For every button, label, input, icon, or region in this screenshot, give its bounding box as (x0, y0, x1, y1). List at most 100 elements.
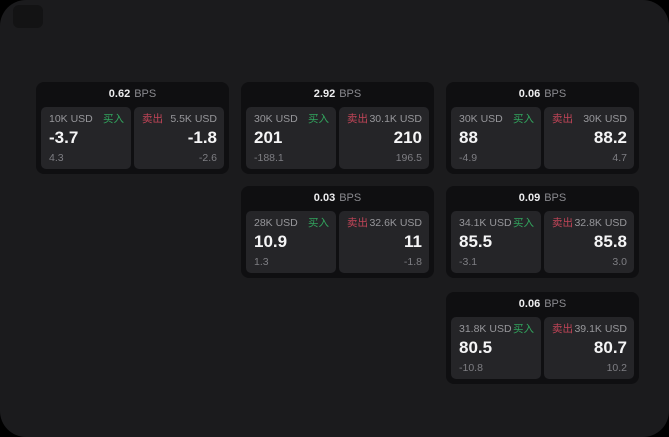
sell-delta: -1.8 (403, 256, 422, 268)
sell-panel-top: 卖出 39.1K USD (552, 323, 627, 336)
sell-panel-top: 卖出 32.6K USD (347, 217, 422, 230)
buy-panel-top: 30K USD 买入 (254, 113, 329, 126)
sell-delta: 196.5 (395, 152, 422, 164)
buy-notional: 30K USD (254, 113, 298, 125)
card-header: 0.03 BPS (241, 186, 434, 211)
sell-notional: 32.6K USD (369, 217, 422, 229)
quote-panels: 34.1K USD 买入 85.5 -3.1 卖出 32.8K USD 85.8… (446, 211, 639, 273)
buy-price: 10.9 (254, 232, 288, 251)
buy-side-label: 买入 (308, 113, 329, 125)
sell-panel-top: 卖出 32.8K USD (552, 217, 627, 230)
buy-delta: 1.3 (254, 256, 269, 268)
sell-panel-top: 卖出 30K USD (552, 113, 627, 126)
corner-button[interactable] (13, 5, 43, 28)
spread-bps-value: 0.62 (108, 88, 131, 100)
buy-notional: 34.1K USD (459, 217, 512, 229)
sell-side-label: 卖出 (552, 113, 573, 125)
quote-panels: 28K USD 买入 10.9 1.3 卖出 32.6K USD 11 -1.8 (241, 211, 434, 273)
buy-notional: 31.8K USD (459, 323, 512, 335)
sell-quote-panel[interactable]: 卖出 32.6K USD 11 -1.8 (339, 211, 429, 273)
buy-price: 201 (254, 128, 283, 147)
buy-quote-panel[interactable]: 34.1K USD 买入 85.5 -3.1 (451, 211, 541, 273)
spread-bps-unit: BPS (339, 192, 362, 204)
buy-side-label: 买入 (513, 217, 534, 229)
quote-card: 0.62 BPS 10K USD 买入 -3.7 4.3 卖出 5.5K USD… (36, 82, 229, 174)
buy-quote-panel[interactable]: 31.8K USD 买入 80.5 -10.8 (451, 317, 541, 379)
buy-side-label: 买入 (513, 323, 534, 335)
sell-notional: 30K USD (583, 113, 627, 125)
sell-quote-panel[interactable]: 卖出 5.5K USD -1.8 -2.6 (134, 107, 224, 169)
sell-price: 210 (393, 128, 422, 147)
buy-price: 85.5 (459, 232, 493, 251)
card-header: 2.92 BPS (241, 82, 434, 107)
quote-panels: 10K USD 买入 -3.7 4.3 卖出 5.5K USD -1.8 -2.… (36, 107, 229, 169)
buy-price: 80.5 (459, 338, 493, 357)
buy-quote-panel[interactable]: 10K USD 买入 -3.7 4.3 (41, 107, 131, 169)
sell-delta: -2.6 (198, 152, 217, 164)
sell-quote-panel[interactable]: 卖出 39.1K USD 80.7 10.2 (544, 317, 634, 379)
buy-panel-top: 28K USD 买入 (254, 217, 329, 230)
quote-card: 0.03 BPS 28K USD 买入 10.9 1.3 卖出 32.6K US… (241, 186, 434, 278)
sell-quote-panel[interactable]: 卖出 30.1K USD 210 196.5 (339, 107, 429, 169)
card-header: 0.09 BPS (446, 186, 639, 211)
buy-quote-panel[interactable]: 30K USD 买入 201 -188.1 (246, 107, 336, 169)
buy-delta: 4.3 (49, 152, 64, 164)
spread-bps-unit: BPS (339, 88, 362, 100)
buy-side-label: 买入 (308, 217, 329, 229)
buy-price: -3.7 (49, 128, 79, 147)
sell-notional: 32.8K USD (574, 217, 627, 229)
sell-notional: 39.1K USD (574, 323, 627, 335)
card-header: 0.62 BPS (36, 82, 229, 107)
buy-delta: -4.9 (459, 152, 478, 164)
buy-notional: 28K USD (254, 217, 298, 229)
quote-panels: 30K USD 买入 201 -188.1 卖出 30.1K USD 210 1… (241, 107, 434, 169)
buy-side-label: 买入 (103, 113, 124, 125)
card-header: 0.06 BPS (446, 82, 639, 107)
buy-notional: 10K USD (49, 113, 93, 125)
spread-bps-unit: BPS (134, 88, 157, 100)
spread-bps-unit: BPS (544, 298, 567, 310)
sell-panel-top: 卖出 30.1K USD (347, 113, 422, 126)
quote-card: 0.09 BPS 34.1K USD 买入 85.5 -3.1 卖出 32.8K… (446, 186, 639, 278)
quote-panels: 31.8K USD 买入 80.5 -10.8 卖出 39.1K USD 80.… (446, 317, 639, 379)
buy-quote-panel[interactable]: 30K USD 买入 88 -4.9 (451, 107, 541, 169)
spread-bps-value: 2.92 (313, 88, 336, 100)
spread-bps-value: 0.09 (518, 192, 541, 204)
buy-panel-top: 30K USD 买入 (459, 113, 534, 126)
sell-price: 80.7 (593, 338, 627, 357)
sell-price: -1.8 (187, 128, 217, 147)
card-header: 0.06 BPS (446, 292, 639, 317)
sell-delta: 10.2 (606, 362, 627, 374)
sell-side-label: 卖出 (552, 217, 573, 229)
spread-bps-value: 0.06 (518, 298, 541, 310)
buy-panel-top: 31.8K USD 买入 (459, 323, 534, 336)
sell-panel-top: 卖出 5.5K USD (142, 113, 217, 126)
sell-delta: 3.0 (612, 256, 627, 268)
quote-card: 0.06 BPS 31.8K USD 买入 80.5 -10.8 卖出 39.1… (446, 292, 639, 384)
buy-delta: -188.1 (254, 152, 284, 164)
sell-notional: 30.1K USD (369, 113, 422, 125)
buy-delta: -10.8 (459, 362, 483, 374)
buy-notional: 30K USD (459, 113, 503, 125)
sell-side-label: 卖出 (347, 217, 368, 229)
spread-bps-unit: BPS (544, 88, 567, 100)
quote-card: 2.92 BPS 30K USD 买入 201 -188.1 卖出 30.1K … (241, 82, 434, 174)
buy-side-label: 买入 (513, 113, 534, 125)
sell-quote-panel[interactable]: 卖出 30K USD 88.2 4.7 (544, 107, 634, 169)
sell-quote-panel[interactable]: 卖出 32.8K USD 85.8 3.0 (544, 211, 634, 273)
buy-price: 88 (459, 128, 478, 147)
sell-price: 88.2 (593, 128, 627, 147)
spread-bps-value: 0.06 (518, 88, 541, 100)
sell-notional: 5.5K USD (170, 113, 217, 125)
sell-side-label: 卖出 (552, 323, 573, 335)
quote-panels: 30K USD 买入 88 -4.9 卖出 30K USD 88.2 4.7 (446, 107, 639, 169)
quote-card: 0.06 BPS 30K USD 买入 88 -4.9 卖出 30K USD 8… (446, 82, 639, 174)
sell-side-label: 卖出 (347, 113, 368, 125)
sell-side-label: 卖出 (142, 113, 163, 125)
spread-bps-unit: BPS (544, 192, 567, 204)
sell-price: 85.8 (593, 232, 627, 251)
sell-delta: 4.7 (612, 152, 627, 164)
buy-quote-panel[interactable]: 28K USD 买入 10.9 1.3 (246, 211, 336, 273)
buy-panel-top: 10K USD 买入 (49, 113, 124, 126)
